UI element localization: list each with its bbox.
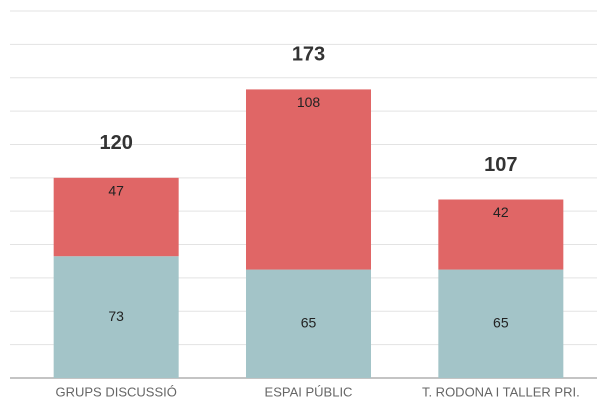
bar-segment [53,177,179,257]
bar-segment [438,199,564,270]
bar-segment [246,89,371,270]
segment-label: 42 [493,204,509,220]
total-label: 107 [484,154,517,176]
segment-label: 65 [301,314,317,330]
x-tick-label: GRUPS DISCUSSIÓ [55,384,176,399]
bar-segment [438,269,564,378]
segment-label: 73 [108,308,124,324]
bar-segment [246,269,371,378]
segment-label: 108 [297,94,321,110]
bar-segment [53,256,179,378]
x-tick-label: T. RODONA I TALLER PRI. [422,384,580,399]
x-tick-label: ESPAI PÚBLIC [265,384,353,399]
segment-label: 47 [108,183,124,199]
segment-label: 65 [493,314,509,330]
total-label: 173 [292,44,325,66]
total-label: 120 [99,132,132,154]
